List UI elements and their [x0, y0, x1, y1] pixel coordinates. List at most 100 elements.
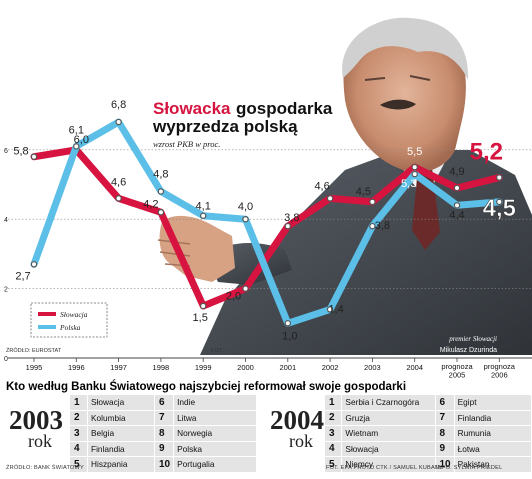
chart-title-black-2: wyprzedza polską — [152, 117, 298, 136]
rank-country: Kolumbia — [87, 409, 155, 426]
ranking-row: 1 Serbia i Czarnogóra 6 Egipt — [323, 394, 532, 411]
rank-number: 1 — [69, 394, 88, 411]
data-point — [411, 170, 418, 178]
rank-number: 9 — [153, 440, 175, 457]
ranking-row: 1 Słowacja 6 Indie — [69, 394, 258, 411]
footer-photo-credit: FOT. EPA PHOTO CTK / SAMUEL KUBANI — [326, 465, 441, 471]
ranking-row: 2 Gruzja 7 Finlandia — [323, 409, 532, 426]
legend: Słowacja Polska — [30, 302, 108, 338]
x-tick-label: 1996 — [68, 363, 85, 372]
rank-number: 3 — [69, 425, 88, 442]
rank-number: 6 — [434, 394, 455, 411]
rank-country: Pakistan — [453, 456, 532, 473]
rank-country: Niemcy — [341, 456, 436, 473]
rank-country: Łotwa — [453, 440, 532, 457]
rank-number: 6 — [153, 394, 175, 411]
y-tick-label: 2 — [4, 287, 8, 294]
data-point — [115, 195, 122, 202]
data-point — [284, 320, 291, 327]
x-tick-label: 1995 — [26, 363, 43, 372]
ranking-row: 4 Słowacja 9 Łotwa — [323, 440, 532, 457]
legend-label-slovakia: Słowacja — [60, 310, 88, 319]
data-point — [411, 163, 418, 171]
data-label: 1,0 — [282, 330, 297, 342]
data-label: 4,6 — [314, 180, 329, 192]
photo-caption-name: Mikulasz Dzurinda — [440, 347, 497, 354]
series-line-0 — [30, 146, 503, 310]
rank-country: Hiszpania — [87, 456, 155, 473]
ranking-row: 5 Hiszpania 10 Portugalia — [69, 456, 258, 473]
data-label: 1,5 — [193, 312, 208, 324]
rank-number: 8 — [153, 425, 175, 442]
data-point — [284, 222, 291, 230]
data-label: 1,4 — [328, 303, 343, 315]
chart-subtitle: wzrost PKB w proc. — [153, 139, 220, 149]
rank-country: Polska — [173, 440, 258, 457]
rank-country: Rumunia — [453, 425, 532, 442]
rank-country: Gruzja — [341, 409, 436, 426]
data-label: 4,5 — [483, 195, 516, 222]
ranking-row: 3 Wietnam 8 Rumunia — [323, 425, 532, 442]
ranking-row: 3 Belgia 8 Norwegia — [69, 425, 258, 442]
rank-country: Litwa — [173, 409, 258, 426]
rank-number: 10 — [153, 456, 175, 473]
data-point — [30, 261, 38, 268]
footer-info: INFO. SYLWIA PRIEDEL — [436, 465, 503, 471]
rank-country: Słowacja — [87, 394, 155, 411]
rank-country: Norwegia — [173, 425, 258, 442]
rank-country: Wietnam — [341, 425, 436, 442]
x-tick-label: 2001 — [279, 363, 296, 372]
rank-number: 2 — [323, 409, 343, 426]
x-tick-label: 2000 — [237, 363, 254, 372]
year-2003-rok: rok — [28, 431, 52, 451]
rank-number: 2 — [69, 409, 88, 426]
data-label: 4,4 — [449, 209, 464, 221]
photo-credit-short: FOT. — [211, 348, 223, 354]
data-point — [453, 184, 461, 192]
rank-number: 1 — [323, 394, 343, 411]
data-point — [453, 202, 461, 209]
x-tick-label: 2002 — [322, 363, 339, 372]
rank-country: Finlandia — [87, 440, 155, 457]
rank-number: 3 — [323, 425, 343, 442]
chart-title-black-1: gospodarka — [236, 99, 333, 118]
footer-source: ŹRÓDŁO: BANK ŚWIATOWY — [6, 465, 84, 471]
y-tick-label: 0 — [4, 356, 8, 363]
year-2004: 2004 — [270, 405, 324, 435]
reform-heading: Kto według Banku Światowego najszybciej … — [6, 381, 407, 393]
x-tick-label: 1997 — [110, 363, 127, 372]
x-tick-label: 1998 — [153, 363, 170, 372]
rank-country: Portugalia — [173, 456, 258, 473]
rank-country: Egipt — [453, 394, 532, 411]
data-label: 3,8 — [375, 220, 390, 232]
data-label: 3,8 — [284, 212, 299, 224]
rank-number: 4 — [69, 440, 88, 457]
data-label: 6,0 — [74, 134, 89, 146]
photo-caption-role: premier Słowacji — [448, 335, 497, 343]
rank-country: Serbia i Czarnogóra — [341, 394, 436, 411]
data-point — [369, 222, 376, 230]
rank-number: 7 — [153, 409, 175, 426]
data-point — [369, 198, 376, 206]
data-point — [496, 198, 503, 206]
year-2003: 2003 — [9, 405, 63, 435]
rank-number: 4 — [323, 440, 343, 457]
data-label: 4,9 — [449, 166, 464, 178]
rank-country: Finlandia — [453, 409, 532, 426]
data-label: 6,1 — [69, 124, 84, 136]
ranking-table-2004: 1 Serbia i Czarnogóra 6 Egipt 2 Gruzja 7 Finlan… — [323, 394, 532, 473]
data-point — [199, 302, 207, 310]
data-point — [326, 195, 334, 202]
data-label: 5,3 — [401, 178, 416, 190]
x-tick-label: prognoza 2005 — [441, 362, 473, 379]
data-label: 5,2 — [470, 139, 503, 166]
x-tick-label: prognoza 2006 — [484, 362, 516, 379]
ranking-row: 2 Kolumbia 7 Litwa — [69, 409, 258, 426]
y-tick-label: 4 — [4, 217, 8, 224]
rank-country: Indie — [173, 394, 258, 411]
data-point — [157, 188, 165, 195]
data-label: 6,8 — [111, 99, 126, 111]
x-tick-label: 1999 — [195, 363, 212, 372]
gdp-chart: 0 2 4 6 1995 1996 1997 1998 1999 2000 2001 2002 2003… — [4, 17, 532, 379]
rank-number: 5 — [323, 456, 343, 473]
